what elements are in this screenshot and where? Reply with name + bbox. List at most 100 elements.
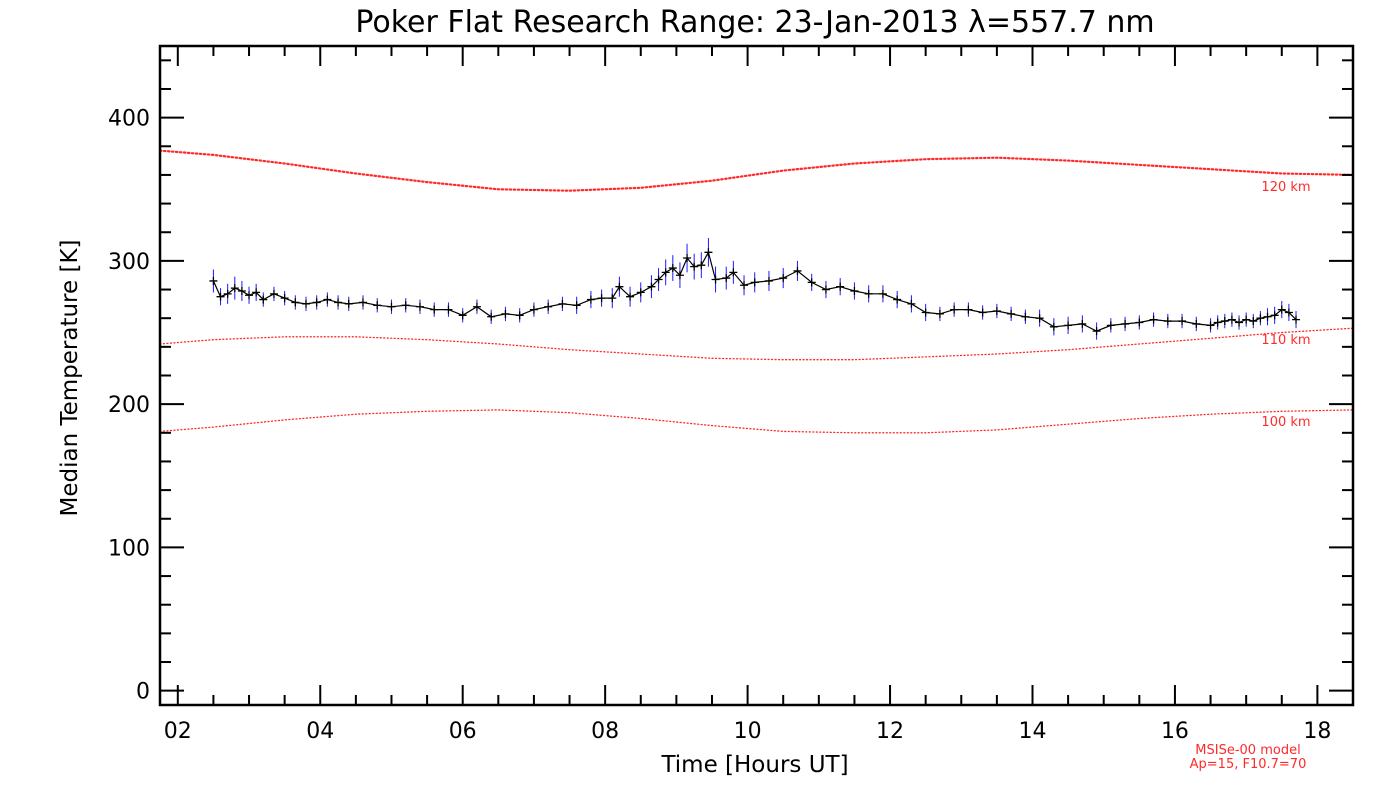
y-axis-label: Median Temperature [K] xyxy=(57,240,83,517)
data-point xyxy=(907,299,916,308)
data-point xyxy=(230,284,239,293)
model-curve-110-km xyxy=(160,327,1353,361)
data-point xyxy=(1242,315,1251,324)
data-point xyxy=(1121,319,1130,328)
x-tick-label: 16 xyxy=(1161,719,1189,744)
y-tick-label: 200 xyxy=(108,393,150,418)
data-point xyxy=(950,305,959,314)
data-point xyxy=(444,305,453,314)
data-point xyxy=(223,289,232,298)
data-point xyxy=(793,266,802,275)
data-point xyxy=(1235,318,1244,327)
data-point xyxy=(515,311,524,320)
y-tick-label: 300 xyxy=(108,250,150,275)
data-point xyxy=(750,278,759,287)
model-note-line1: MSISe-00 model xyxy=(1195,743,1300,758)
data-point xyxy=(558,299,567,308)
data-point xyxy=(1263,312,1272,321)
data-point xyxy=(636,288,645,297)
data-point xyxy=(487,312,496,321)
y-tick-label: 0 xyxy=(136,680,150,705)
data-point xyxy=(690,262,699,271)
data-point xyxy=(1213,318,1222,327)
x-axis-label: Time [Hours UT] xyxy=(660,752,848,778)
x-tick-label: 02 xyxy=(164,719,192,744)
data-point xyxy=(1277,305,1286,314)
data-point xyxy=(647,282,656,291)
data-point xyxy=(501,309,510,318)
data-point xyxy=(1064,321,1073,330)
data-point xyxy=(764,276,773,285)
data-point xyxy=(237,286,246,295)
data-point xyxy=(1106,321,1115,330)
data-point xyxy=(704,248,713,257)
data-point xyxy=(850,286,859,295)
y-tick-label: 100 xyxy=(108,536,150,561)
data-point xyxy=(1227,315,1236,324)
data-point xyxy=(302,299,311,308)
data-point xyxy=(992,307,1001,316)
data-point xyxy=(608,294,617,303)
x-tick-label: 06 xyxy=(449,719,477,744)
data-point xyxy=(387,302,396,311)
x-tick-label: 04 xyxy=(306,719,334,744)
data-point xyxy=(280,294,289,303)
data-point xyxy=(291,298,300,307)
data-point xyxy=(1078,319,1087,328)
data-point xyxy=(626,292,635,301)
model-labels: 120 km 110 km 100 km xyxy=(1261,180,1310,430)
chart-title: Poker Flat Research Range: 23-Jan-2013 λ… xyxy=(355,5,1154,40)
data-point xyxy=(1163,317,1172,326)
data-point xyxy=(1135,318,1144,327)
model-curve-120-km xyxy=(160,149,1353,192)
data-point xyxy=(358,298,367,307)
data-point xyxy=(807,278,816,287)
data-point xyxy=(334,298,343,307)
data-point xyxy=(722,274,731,283)
data-point xyxy=(1249,317,1258,326)
data-point xyxy=(779,274,788,283)
data-point xyxy=(529,305,538,314)
data-point xyxy=(1092,327,1101,336)
data-point xyxy=(259,295,268,304)
data-point xyxy=(711,275,720,284)
data-point xyxy=(1256,314,1265,323)
data-point xyxy=(1220,317,1229,326)
x-tick-label: 10 xyxy=(734,719,762,744)
data-point xyxy=(821,285,830,294)
data-point xyxy=(312,298,321,307)
data-point xyxy=(323,295,332,304)
data-point xyxy=(654,275,663,284)
data-point xyxy=(878,289,887,298)
data-point xyxy=(836,282,845,291)
data-point xyxy=(209,276,218,285)
data-point xyxy=(597,294,606,303)
x-tick-labels: 02 04 06 08 10 12 14 16 18 xyxy=(164,719,1332,744)
data-point xyxy=(697,261,706,270)
data-point xyxy=(586,295,595,304)
model-label-100-km: 100 km xyxy=(1261,415,1310,430)
error-bars xyxy=(212,237,1297,340)
data-point xyxy=(661,268,670,277)
data-point xyxy=(472,302,481,311)
y-tick-label: 400 xyxy=(108,107,150,132)
data-point xyxy=(245,291,254,300)
model-label-120-km: 120 km xyxy=(1261,180,1310,195)
data-point xyxy=(921,308,930,317)
axis-ticks xyxy=(160,46,1353,705)
measured-markers xyxy=(209,248,1301,336)
data-point xyxy=(269,289,278,298)
data-point xyxy=(1007,309,1016,318)
data-point xyxy=(430,305,439,314)
data-point xyxy=(344,299,353,308)
data-point xyxy=(216,292,225,301)
data-point xyxy=(1149,315,1158,324)
x-tick-label: 12 xyxy=(876,719,904,744)
data-point xyxy=(1192,319,1201,328)
plot-frame xyxy=(158,44,1355,707)
x-tick-label: 18 xyxy=(1303,719,1331,744)
model-label-110-km: 110 km xyxy=(1261,333,1310,348)
data-point xyxy=(1284,308,1293,317)
data-point xyxy=(740,281,749,290)
